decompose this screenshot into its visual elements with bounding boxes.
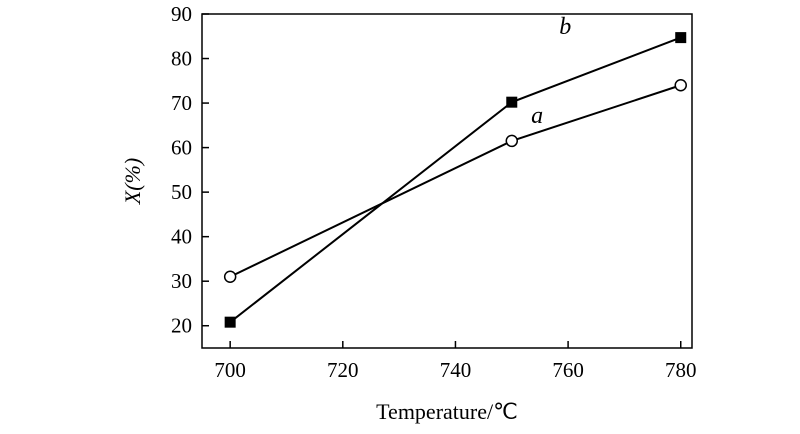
y-axis-ticks: 20 30 40 50 60 70 80 90 xyxy=(171,2,209,338)
x-tick-label: 760 xyxy=(552,358,584,382)
series-b-point xyxy=(224,316,236,328)
y-tick-label: 90 xyxy=(171,2,192,26)
x-tick-label: 700 xyxy=(214,358,246,382)
plot-frame xyxy=(201,13,693,349)
y-tick-label: 50 xyxy=(171,180,192,204)
series-a: a xyxy=(223,79,687,283)
y-tick-label: 40 xyxy=(171,225,192,249)
series-a-point xyxy=(674,79,687,92)
series-b-point xyxy=(506,96,518,108)
series-a-line xyxy=(229,84,682,278)
series-b-line xyxy=(229,36,682,323)
series-a-point xyxy=(505,134,519,148)
series-b: b xyxy=(224,14,687,328)
x-axis-label: Temperature/℃ xyxy=(376,399,518,424)
series-a-point xyxy=(223,270,237,283)
x-tick-label: 740 xyxy=(440,358,472,382)
x-tick-label: 720 xyxy=(327,358,359,382)
x-tick-label: 780 xyxy=(665,358,697,382)
y-tick-label: 80 xyxy=(171,47,192,71)
y-tick-label: 70 xyxy=(171,91,192,115)
plot-area xyxy=(201,13,693,349)
series-layer: ab xyxy=(223,14,687,328)
y-tick-label: 30 xyxy=(171,269,192,293)
series-a-label: a xyxy=(531,103,543,129)
y-tick-label: 20 xyxy=(171,314,192,338)
series-b-label: b xyxy=(559,14,571,40)
x-axis-ticks: 700 720 740 760 780 xyxy=(214,341,696,382)
y-tick-label: 60 xyxy=(171,136,192,160)
series-b-point xyxy=(675,32,687,44)
y-axis-label: X(%) xyxy=(120,158,145,205)
